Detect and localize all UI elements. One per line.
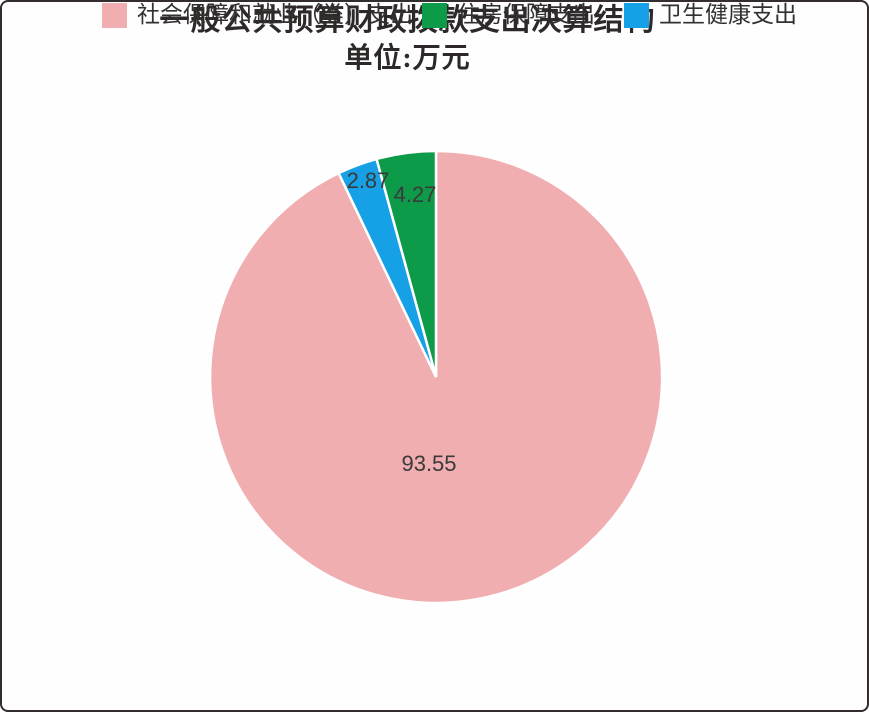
legend-swatch-health bbox=[624, 2, 649, 28]
pie-label-housing: 4.27 bbox=[394, 182, 437, 207]
legend-swatch-social-security bbox=[102, 2, 127, 28]
legend-item-health: 卫生健康支出 bbox=[624, 2, 797, 28]
chart-subtitle-unit: 单位:万元 bbox=[344, 43, 471, 74]
pie-label-social-security: 93.55 bbox=[401, 451, 456, 476]
legend-label-health: 卫生健康支出 bbox=[659, 2, 797, 27]
legend-swatch-housing bbox=[422, 2, 447, 28]
legend-item-housing: 住房保障支出 bbox=[422, 2, 595, 28]
pie-label-health: 2.87 bbox=[347, 168, 390, 193]
legend-label-social-security: 社会保障和就业（类）支出 bbox=[137, 2, 413, 27]
chart-title: 一般公共预算财政拨款支出决算结构 bbox=[159, 4, 656, 37]
legend-label-housing: 住房保障支出 bbox=[457, 2, 595, 27]
pie-slice-health bbox=[336, 157, 438, 378]
title-block: 一般公共预算财政拨款支出决算结构 单位:万元 bbox=[2, 2, 840, 78]
legend-item-social-security: 社会保障和就业（类）支出 bbox=[102, 2, 413, 28]
